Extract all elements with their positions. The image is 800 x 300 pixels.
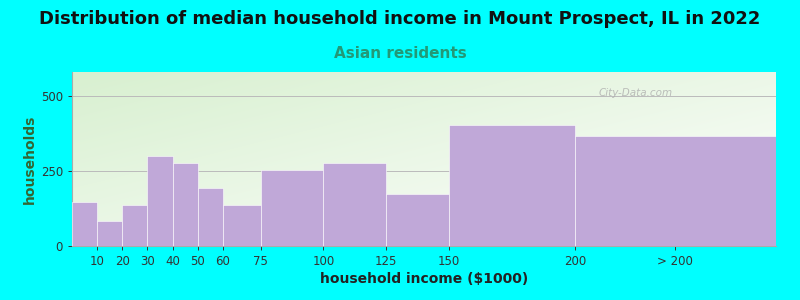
X-axis label: household income ($1000): household income ($1000) xyxy=(320,272,528,286)
Bar xyxy=(223,205,261,246)
Text: Distribution of median household income in Mount Prospect, IL in 2022: Distribution of median household income … xyxy=(39,11,761,28)
Bar xyxy=(122,205,147,246)
Text: Asian residents: Asian residents xyxy=(334,46,466,62)
Bar xyxy=(575,136,776,246)
Bar xyxy=(97,221,122,246)
Bar xyxy=(72,202,97,246)
Bar xyxy=(198,188,223,246)
Y-axis label: households: households xyxy=(22,114,37,204)
Bar xyxy=(449,124,575,246)
Bar xyxy=(147,156,173,246)
Bar xyxy=(323,163,386,246)
Text: City-Data.com: City-Data.com xyxy=(598,88,672,98)
Bar xyxy=(173,163,198,246)
Bar xyxy=(261,169,323,246)
Bar xyxy=(386,194,449,246)
